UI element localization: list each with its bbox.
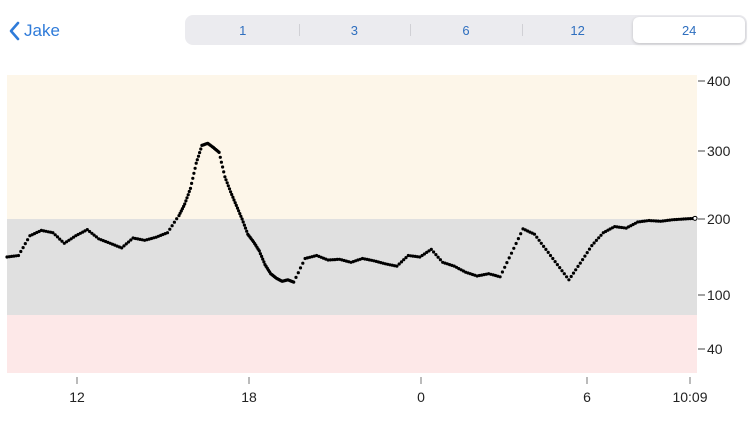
- x-tick-label: 12: [69, 389, 85, 405]
- segment-12h[interactable]: 12: [521, 17, 634, 43]
- y-tick-label: 40: [707, 341, 723, 357]
- data-points: [5, 141, 698, 284]
- back-label: Jake: [24, 21, 60, 40]
- y-tick-label: 300: [707, 143, 731, 159]
- segment-24h[interactable]: 24: [633, 17, 745, 43]
- band-high: [7, 75, 697, 219]
- segment-label: 3: [350, 22, 358, 38]
- chevron-left-icon: [9, 21, 20, 41]
- x-tick-label: 0: [417, 389, 425, 405]
- current-reading-point: [692, 215, 698, 221]
- y-tick-label: 200: [707, 211, 731, 227]
- range-bands: [7, 75, 697, 373]
- y-axis: 400 300 200 100 40: [698, 73, 731, 357]
- x-tick-label: 18: [241, 389, 257, 405]
- segment-label: 6: [462, 22, 470, 38]
- x-tick-label: 6: [583, 389, 591, 405]
- time-range-segmented-control[interactable]: 1 3 6 12 24: [185, 15, 747, 45]
- band-target: [7, 219, 697, 315]
- segment-1h[interactable]: 1: [187, 17, 299, 43]
- back-button[interactable]: Jake: [8, 19, 60, 43]
- segment-3h[interactable]: 3: [298, 17, 411, 43]
- segment-label: 24: [681, 22, 697, 38]
- y-tick-label: 400: [707, 73, 731, 89]
- band-low: [7, 315, 697, 373]
- x-tick-label: 10:09: [672, 389, 707, 405]
- segment-6h[interactable]: 6: [410, 17, 522, 43]
- segment-label: 12: [570, 22, 585, 38]
- y-tick-label: 100: [707, 287, 731, 303]
- segment-label: 1: [239, 22, 247, 38]
- x-axis: 12 18 0 6 10:09: [69, 377, 708, 405]
